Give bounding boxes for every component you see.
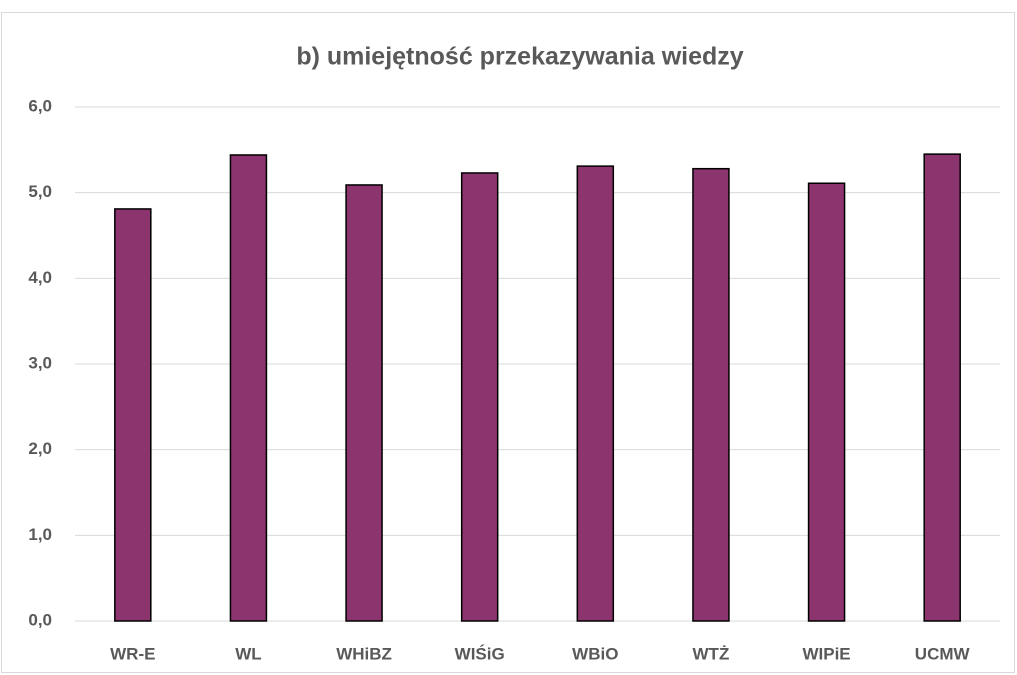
- x-tick-label: WTŻ: [693, 644, 730, 663]
- x-tick-label: WIPiE: [802, 644, 850, 663]
- y-tick-label: 0,0: [28, 610, 52, 629]
- y-tick-label: 4,0: [28, 268, 52, 287]
- bar: [460, 172, 499, 622]
- y-tick-label: 2,0: [28, 439, 52, 458]
- bar: [923, 153, 961, 622]
- bar: [807, 182, 846, 622]
- x-tick-label: UCMW: [915, 644, 971, 663]
- y-tick-label: 3,0: [28, 353, 52, 372]
- y-tick-label: 1,0: [28, 525, 52, 544]
- x-tick-label: WR-E: [110, 644, 155, 663]
- bar: [576, 165, 615, 622]
- y-tick-label: 6,0: [28, 96, 52, 115]
- bar: [345, 184, 383, 622]
- x-tick-label: WHiBZ: [336, 644, 392, 663]
- x-tick-label: WBiO: [572, 644, 618, 663]
- bar: [114, 208, 152, 622]
- x-tick-label: WIŚiG: [455, 644, 505, 663]
- bar: [229, 154, 268, 622]
- x-tick-label: WL: [235, 644, 261, 663]
- chart-frame: [1, 12, 1015, 673]
- chart-title: b) umiejętność przekazywania wiedzy: [296, 43, 743, 71]
- bar: [692, 167, 730, 622]
- y-tick-label: 5,0: [28, 182, 52, 201]
